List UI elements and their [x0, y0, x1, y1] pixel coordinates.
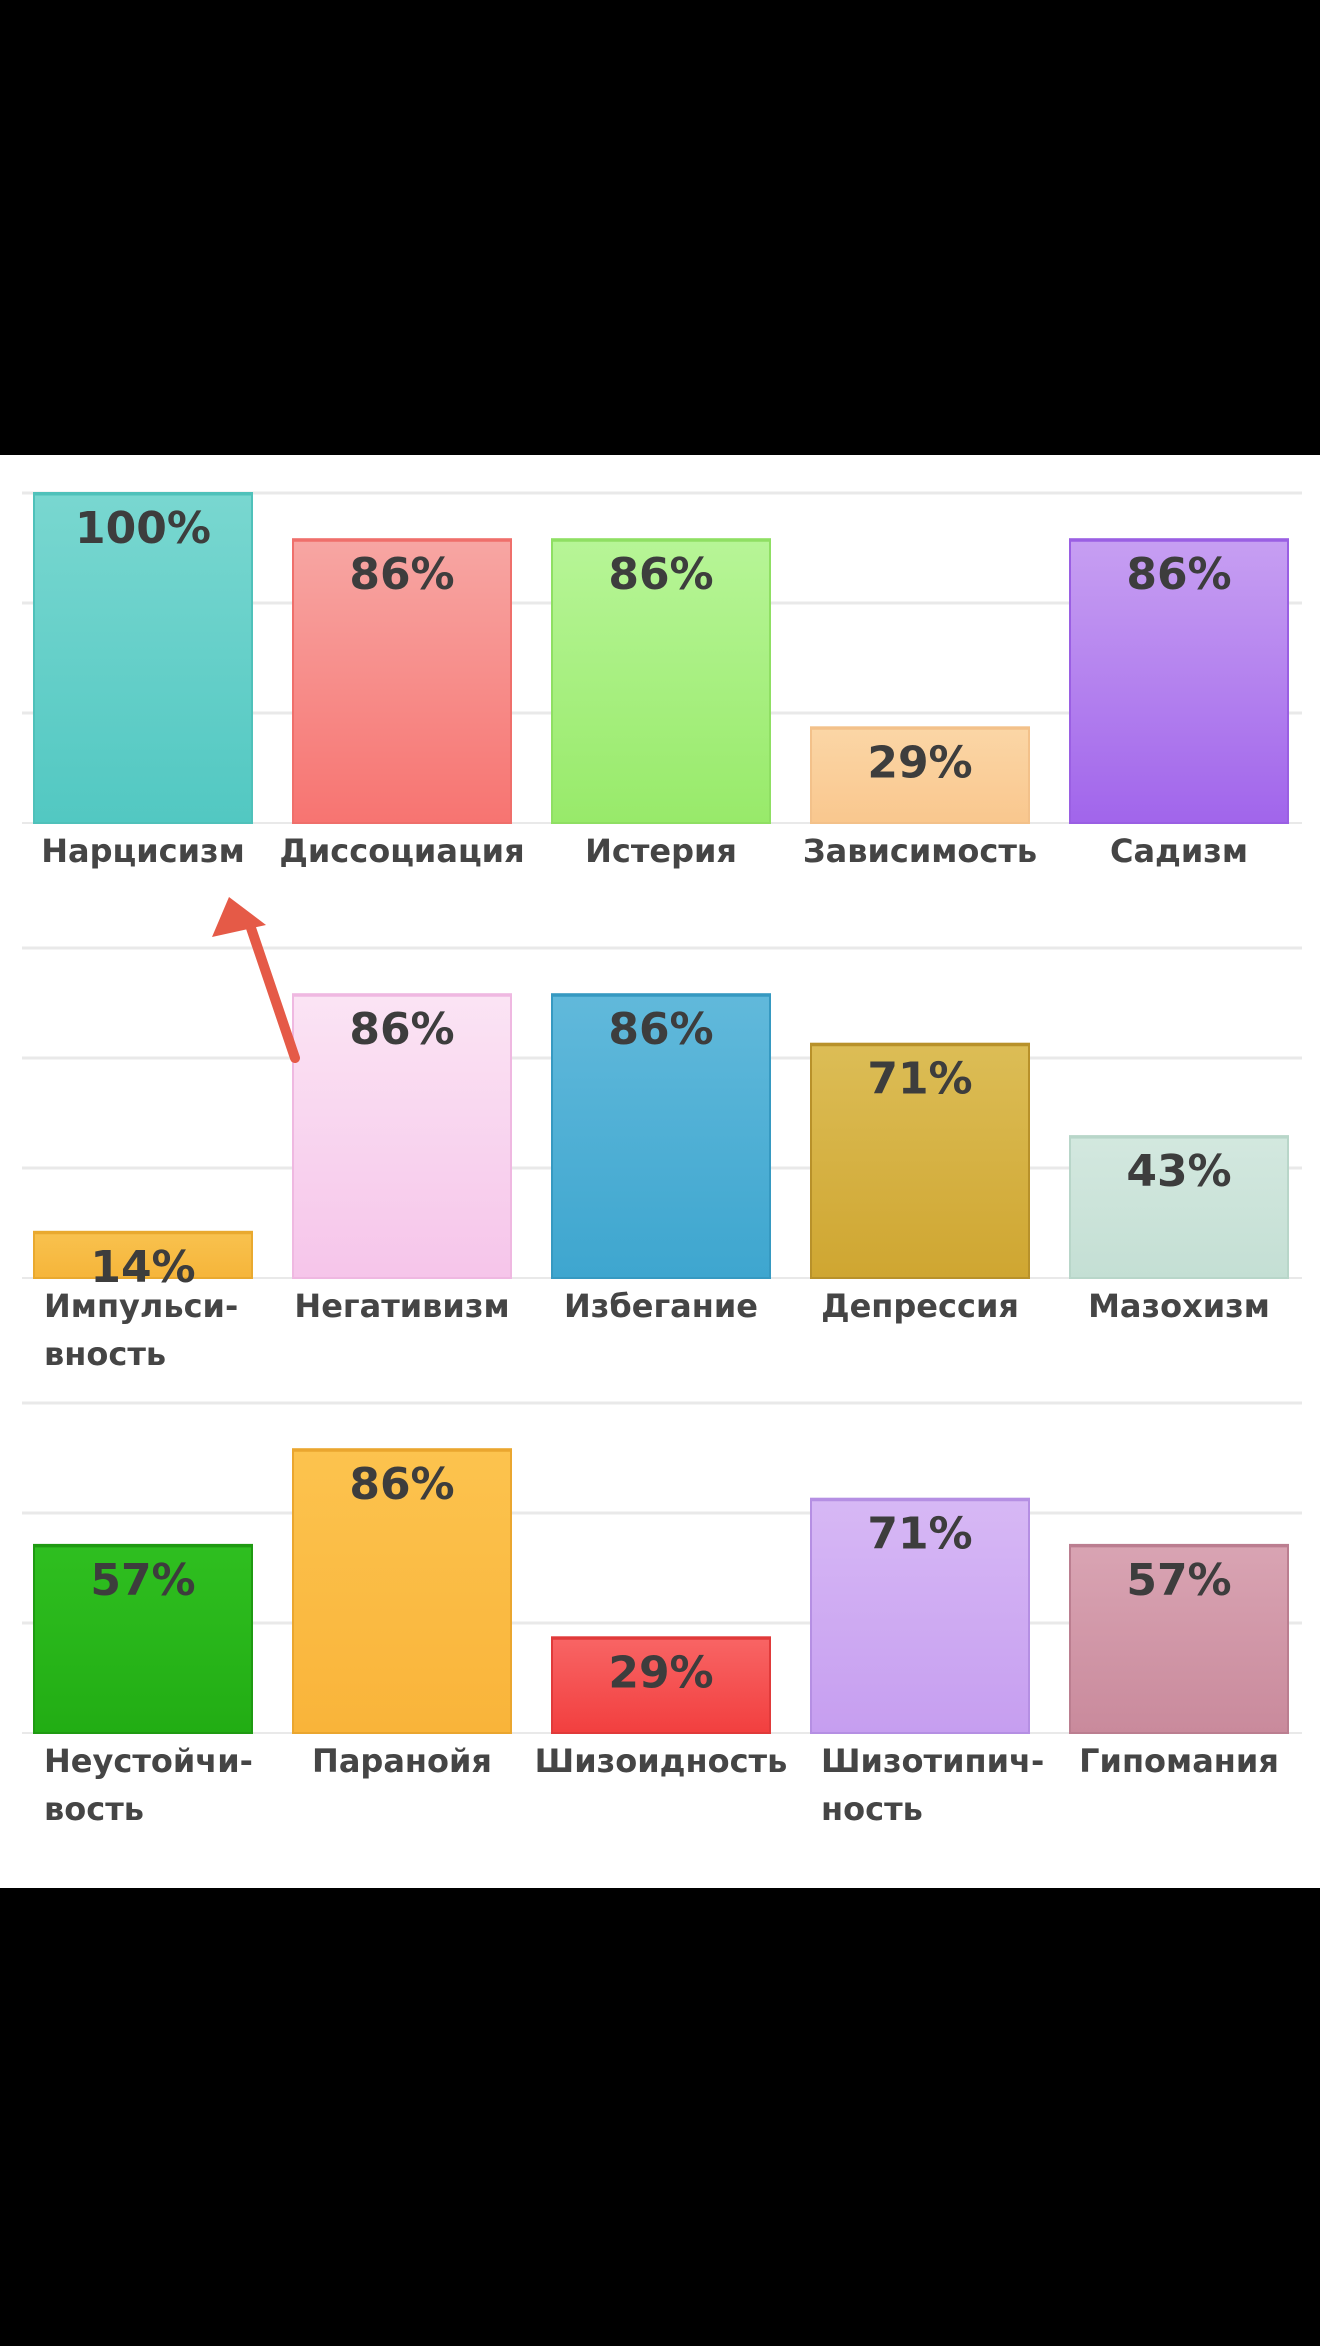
category-label: ность [821, 1790, 923, 1828]
bar-value-label: 86% [349, 1459, 454, 1510]
bar-value-label: 57% [1126, 1555, 1231, 1606]
bar-value-label: 86% [608, 549, 713, 600]
category-label: вность [44, 1335, 166, 1373]
bar-value-label: 57% [90, 1555, 195, 1606]
bar [810, 1042, 1030, 1280]
bar [33, 1543, 253, 1735]
category-label: Нарцисизм [41, 832, 245, 870]
bar [1069, 1543, 1289, 1735]
category-label: Депрессия [821, 1287, 1019, 1325]
category-label: Неустойчи- [44, 1742, 253, 1780]
bar [33, 1230, 253, 1279]
bar [551, 538, 771, 824]
category-label: Мазохизм [1088, 1287, 1270, 1325]
bar-value-label: 29% [608, 1647, 713, 1698]
category-label: Негативизм [294, 1287, 509, 1325]
category-label: Гипомания [1079, 1742, 1279, 1780]
bar [551, 993, 771, 1279]
bar-value-label: 86% [1126, 549, 1231, 600]
category-label: Диссоциация [279, 832, 524, 870]
annotation-arrow-head [212, 897, 266, 937]
bar [810, 1497, 1030, 1734]
category-label: Шизотипич- [821, 1742, 1044, 1780]
bar-value-label: 29% [867, 737, 972, 788]
category-label: Избегание [564, 1287, 758, 1325]
bar [1069, 538, 1289, 824]
category-label: Шизоидность [535, 1742, 788, 1780]
bar-value-label: 14% [90, 1242, 195, 1293]
category-label: Паранойя [312, 1742, 492, 1780]
bar-value-label: 71% [867, 1054, 972, 1105]
bar [810, 726, 1030, 824]
bar [292, 993, 512, 1279]
bar-value-label: 86% [608, 1004, 713, 1055]
bar [292, 538, 512, 824]
annotation-arrow-shaft [245, 920, 300, 1063]
bar-chart: 100% Нарцисизм 86% Диссоциация 86% Истерия 29%… [22, 491, 1302, 1828]
bar-value-label: 100% [75, 503, 211, 554]
category-label: Садизм [1110, 832, 1248, 870]
category-label: Зависимость [803, 832, 1037, 870]
category-label: Импульси- [44, 1287, 238, 1325]
bar-value-label: 43% [1126, 1146, 1231, 1197]
bar [33, 492, 253, 824]
bar-value-label: 71% [867, 1509, 972, 1560]
category-label: Истерия [585, 832, 737, 870]
chart-panel: 100% Нарцисизм 86% Диссоциация 86% Истерия 29%… [0, 455, 1320, 1888]
bar-value-label: 86% [349, 1004, 454, 1055]
bar [551, 1636, 771, 1735]
category-label: вость [44, 1790, 144, 1828]
bar-value-label: 86% [349, 549, 454, 600]
bar [1069, 1135, 1289, 1279]
